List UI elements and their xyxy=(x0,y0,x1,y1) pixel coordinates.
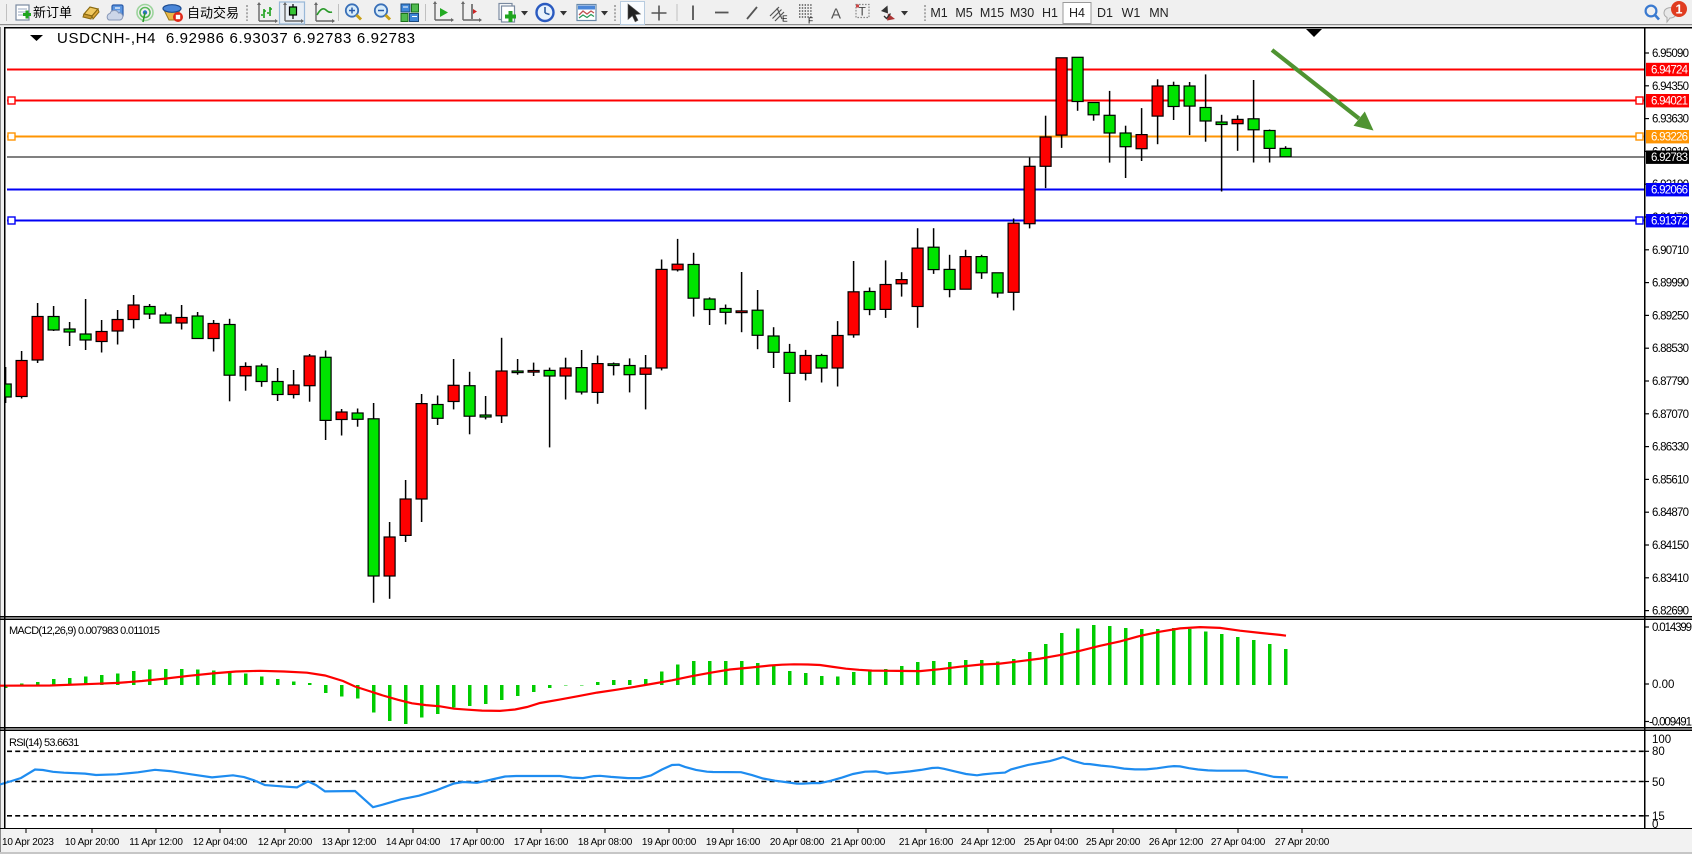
svg-text:自动交易: 自动交易 xyxy=(187,6,239,21)
svg-text:14 Apr 04:00: 14 Apr 04:00 xyxy=(386,837,441,848)
svg-text:E: E xyxy=(782,14,788,24)
svg-text:17 Apr 16:00: 17 Apr 16:00 xyxy=(514,837,569,848)
svg-text:A: A xyxy=(831,6,841,23)
svg-text:0.014399: 0.014399 xyxy=(1652,622,1692,634)
svg-text:100: 100 xyxy=(1652,734,1671,746)
svg-text:新订单: 新订单 xyxy=(33,5,72,20)
svg-text:H1: H1 xyxy=(1042,6,1058,20)
svg-text:19 Apr 16:00: 19 Apr 16:00 xyxy=(706,837,761,848)
svg-text:13 Apr 12:00: 13 Apr 12:00 xyxy=(322,837,377,848)
svg-text:M15: M15 xyxy=(980,6,1004,20)
svg-text:6.94724: 6.94724 xyxy=(1651,64,1689,76)
svg-text:USDCNH-,H4 6.92986 6.93037 6.: USDCNH-,H4 6.92986 6.93037 6.92783 6.927… xyxy=(57,30,415,47)
svg-text:6.94350: 6.94350 xyxy=(1652,81,1689,93)
svg-text:RSI(14) 53.6631: RSI(14) 53.6631 xyxy=(9,737,79,749)
svg-text:M5: M5 xyxy=(955,6,972,20)
svg-text:80: 80 xyxy=(1652,746,1665,758)
svg-text:6.88530: 6.88530 xyxy=(1652,343,1689,355)
svg-text:T: T xyxy=(859,5,867,19)
svg-text:6.82690: 6.82690 xyxy=(1652,606,1689,618)
svg-text:18 Apr 08:00: 18 Apr 08:00 xyxy=(578,837,633,848)
svg-text:12 Apr 20:00: 12 Apr 20:00 xyxy=(258,837,313,848)
svg-text:20 Apr 08:00: 20 Apr 08:00 xyxy=(770,837,825,848)
svg-text:6.89250: 6.89250 xyxy=(1652,310,1689,322)
svg-text:27 Apr 20:00: 27 Apr 20:00 xyxy=(1275,837,1330,848)
svg-text:12 Apr 04:00: 12 Apr 04:00 xyxy=(193,837,248,848)
svg-text:6.90710: 6.90710 xyxy=(1652,245,1689,257)
svg-text:17 Apr 00:00: 17 Apr 00:00 xyxy=(450,837,505,848)
svg-text:25 Apr 04:00: 25 Apr 04:00 xyxy=(1024,837,1079,848)
svg-text:21 Apr 00:00: 21 Apr 00:00 xyxy=(831,837,886,848)
svg-text:15: 15 xyxy=(1652,811,1665,823)
svg-text:6.95090: 6.95090 xyxy=(1652,48,1689,60)
svg-text:6.92066: 6.92066 xyxy=(1651,185,1688,197)
svg-text:50: 50 xyxy=(1652,777,1665,789)
svg-text:26 Apr 12:00: 26 Apr 12:00 xyxy=(1149,837,1204,848)
svg-text:6.84870: 6.84870 xyxy=(1652,507,1689,519)
svg-text:24 Apr 12:00: 24 Apr 12:00 xyxy=(961,837,1016,848)
svg-text:6.87790: 6.87790 xyxy=(1652,376,1689,388)
svg-text:W1: W1 xyxy=(1122,6,1141,20)
svg-text:21 Apr 16:00: 21 Apr 16:00 xyxy=(899,837,954,848)
svg-text:M30: M30 xyxy=(1010,6,1034,20)
svg-text:-0.009491: -0.009491 xyxy=(1649,717,1692,729)
svg-text:6.92783: 6.92783 xyxy=(1651,152,1688,164)
svg-text:MACD(12,26,9) 0.007983 0.01101: MACD(12,26,9) 0.007983 0.011015 xyxy=(9,625,160,637)
svg-text:10 Apr 2023: 10 Apr 2023 xyxy=(2,837,54,848)
svg-text:6.93630: 6.93630 xyxy=(1652,114,1689,126)
svg-text:6.91372: 6.91372 xyxy=(1651,216,1688,228)
svg-text:H4: H4 xyxy=(1069,6,1085,20)
svg-text:MN: MN xyxy=(1149,6,1168,20)
svg-text:6.84150: 6.84150 xyxy=(1652,540,1689,552)
svg-text:1: 1 xyxy=(1676,3,1683,17)
svg-text:19 Apr 00:00: 19 Apr 00:00 xyxy=(642,837,697,848)
svg-text:6.89990: 6.89990 xyxy=(1652,278,1689,290)
svg-text:6.83410: 6.83410 xyxy=(1652,573,1689,585)
svg-text:10 Apr 20:00: 10 Apr 20:00 xyxy=(65,837,120,848)
svg-text:6.93226: 6.93226 xyxy=(1651,132,1688,144)
svg-text:6.86330: 6.86330 xyxy=(1652,442,1689,454)
svg-text:M1: M1 xyxy=(930,6,947,20)
svg-text:11 Apr 12:00: 11 Apr 12:00 xyxy=(129,837,183,848)
svg-text:F: F xyxy=(808,16,813,26)
svg-text:27 Apr 04:00: 27 Apr 04:00 xyxy=(1211,837,1266,848)
svg-text:0: 0 xyxy=(1652,819,1658,831)
svg-text:6.85610: 6.85610 xyxy=(1652,474,1689,486)
svg-text:0.00: 0.00 xyxy=(1652,679,1674,691)
svg-text:D1: D1 xyxy=(1097,6,1113,20)
svg-text:25 Apr 20:00: 25 Apr 20:00 xyxy=(1086,837,1141,848)
svg-text:6.94021: 6.94021 xyxy=(1651,96,1688,108)
svg-text:6.87070: 6.87070 xyxy=(1652,409,1689,421)
